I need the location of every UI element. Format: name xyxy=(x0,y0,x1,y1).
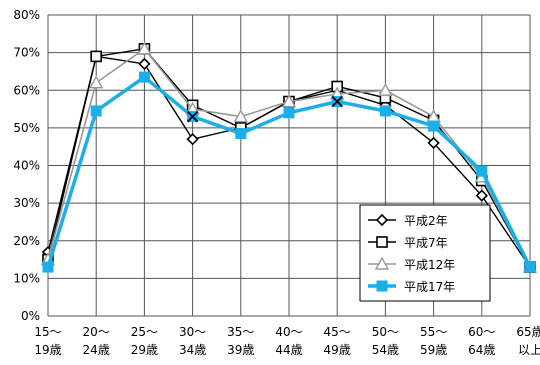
data-point xyxy=(524,261,536,273)
x-tick-label: 25～ xyxy=(131,325,158,339)
x-tick-label: 29歳 xyxy=(131,343,158,357)
y-tick-label: 50% xyxy=(13,121,40,135)
legend-label: 平成17年 xyxy=(404,280,455,294)
x-tick-label: 65歳 xyxy=(516,325,540,339)
x-tick-label: 35～ xyxy=(227,325,254,339)
x-tick-label: 以上 xyxy=(518,343,540,357)
data-point xyxy=(138,57,151,71)
x-tick-label: 19歳 xyxy=(34,343,61,357)
data-point xyxy=(476,165,488,177)
data-point xyxy=(374,256,390,270)
data-point xyxy=(235,128,247,140)
y-tick-label: 10% xyxy=(13,271,40,285)
data-point xyxy=(281,94,297,108)
data-point xyxy=(90,105,102,117)
x-tick-label: 59歳 xyxy=(420,343,447,357)
data-point xyxy=(376,236,388,248)
data-point xyxy=(233,109,248,123)
x-tick-label: 24歳 xyxy=(83,343,110,357)
legend-label: 平成2年 xyxy=(404,214,448,228)
data-point xyxy=(378,82,393,96)
legend-item: 平成2年 xyxy=(368,213,448,228)
series-square-filled xyxy=(42,71,536,273)
data-point xyxy=(186,133,199,146)
data-point xyxy=(428,120,440,132)
legend-item: 平成17年 xyxy=(368,280,455,294)
legend-item: 平成12年 xyxy=(368,256,455,272)
x-tick-label: 45～ xyxy=(324,325,351,339)
x-tick-label: 20～ xyxy=(83,325,110,339)
data-point xyxy=(283,107,295,119)
data-point xyxy=(186,110,199,123)
x-tick-label: 54歳 xyxy=(372,343,399,357)
x-tick-label: 34歳 xyxy=(179,343,206,357)
x-tick-label: 55～ xyxy=(420,325,447,339)
series-x xyxy=(186,95,343,123)
y-tick-label: 30% xyxy=(13,196,40,210)
data-point xyxy=(137,41,152,55)
x-tick-label: 40～ xyxy=(275,325,302,339)
x-tick-label: 30～ xyxy=(179,325,206,339)
data-point xyxy=(89,75,104,89)
y-tick-label: 20% xyxy=(13,234,40,248)
x-tick-label: 60～ xyxy=(468,325,495,339)
data-point xyxy=(427,136,440,150)
x-tick-label: 39歳 xyxy=(227,343,254,357)
y-axis-ticks: 0% 10% 20% 30% 40% 50% 60% 70% 80% xyxy=(13,8,40,323)
legend-item: 平成7年 xyxy=(368,236,448,250)
data-point xyxy=(376,280,388,292)
legend-label: 平成12年 xyxy=(404,258,455,272)
y-tick-label: 70% xyxy=(13,46,40,60)
x-axis-ticks: 15～ 19歳 20～ 24歳 25～ 29歳 30～ 34歳 35～ 39歳 40～ 44歳 45～ 4… xyxy=(34,325,540,357)
data-point xyxy=(90,50,102,63)
y-tick-label: 80% xyxy=(13,8,40,22)
data-point xyxy=(375,213,389,227)
data-point xyxy=(379,105,391,117)
x-tick-label: 64歳 xyxy=(468,343,495,357)
x-tick-label: 44歳 xyxy=(275,343,302,357)
data-point xyxy=(42,261,54,273)
data-point xyxy=(138,71,150,83)
legend-label: 平成7年 xyxy=(404,236,448,250)
x-tick-label: 49歳 xyxy=(324,343,351,357)
data-point xyxy=(475,189,488,202)
x-tick-label: 15～ xyxy=(34,325,61,339)
series-lines xyxy=(40,41,538,274)
data-point xyxy=(331,95,343,108)
y-tick-label: 60% xyxy=(13,83,40,97)
x-tick-label: 50～ xyxy=(372,325,399,339)
y-tick-label: 40% xyxy=(13,159,40,173)
y-tick-label: 0% xyxy=(21,309,40,323)
